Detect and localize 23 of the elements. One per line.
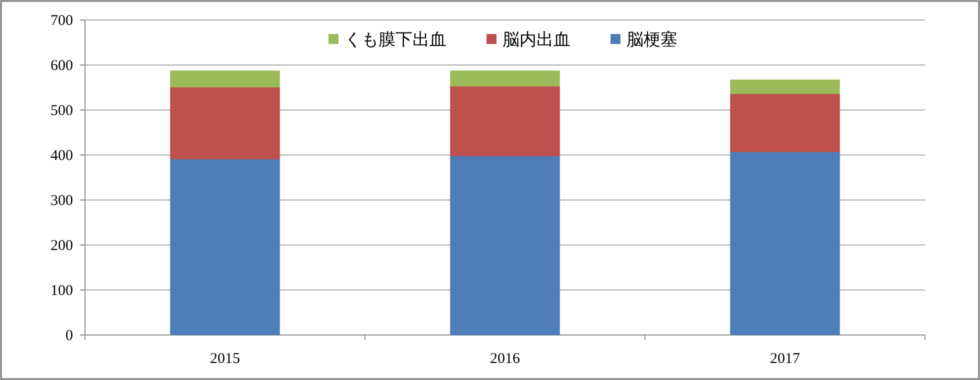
legend-label: 脳内出血 xyxy=(502,30,570,50)
bar xyxy=(450,86,560,156)
y-tick-label: 100 xyxy=(50,283,73,299)
legend-label: くも膜下出血 xyxy=(344,30,446,50)
y-tick-label: 400 xyxy=(50,148,73,164)
bar xyxy=(730,152,840,336)
bar xyxy=(450,70,560,86)
bar xyxy=(730,94,840,152)
bar xyxy=(730,80,840,94)
x-tick-label: 2017 xyxy=(770,351,800,367)
y-tick-label: 0 xyxy=(66,328,73,344)
bar xyxy=(170,86,280,160)
y-tick-label: 200 xyxy=(50,238,73,254)
bar xyxy=(450,156,560,336)
x-tick-label: 2016 xyxy=(490,351,520,367)
legend-label: 脳梗塞 xyxy=(626,30,678,50)
bar xyxy=(170,158,280,336)
y-tick-label: 700 xyxy=(50,13,73,29)
x-tick-label: 2015 xyxy=(210,351,240,367)
y-tick-label: 600 xyxy=(50,58,73,74)
y-tick-label: 500 xyxy=(50,103,73,119)
bar xyxy=(170,70,280,88)
y-tick-label: 300 xyxy=(50,193,73,209)
